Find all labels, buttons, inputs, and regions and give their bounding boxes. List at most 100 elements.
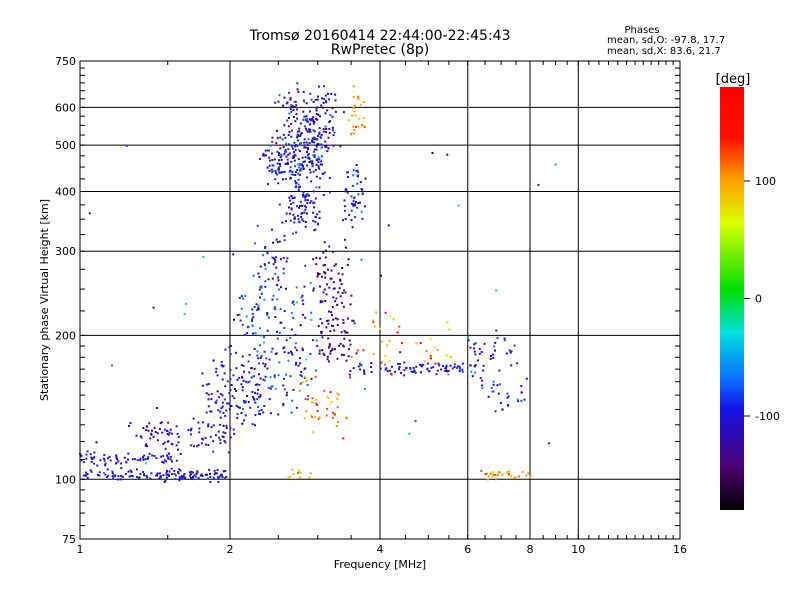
data-point bbox=[321, 163, 323, 166]
data-point bbox=[328, 286, 331, 289]
data-point bbox=[351, 184, 354, 187]
data-point bbox=[503, 337, 506, 340]
data-point bbox=[130, 471, 133, 473]
data-point bbox=[477, 359, 479, 362]
data-point bbox=[370, 362, 373, 365]
data-point bbox=[250, 367, 253, 370]
data-point bbox=[399, 363, 401, 366]
data-point bbox=[236, 314, 239, 317]
data-point bbox=[420, 364, 423, 367]
data-point bbox=[121, 475, 124, 478]
data-point bbox=[151, 429, 153, 432]
data-point bbox=[359, 181, 362, 184]
data-point bbox=[343, 205, 346, 208]
data-point bbox=[296, 133, 299, 136]
data-point bbox=[280, 154, 283, 157]
data-point bbox=[300, 132, 303, 135]
data-point bbox=[509, 351, 512, 354]
data-point bbox=[144, 458, 147, 461]
data-point bbox=[257, 308, 260, 311]
data-point bbox=[169, 455, 172, 458]
data-point bbox=[379, 361, 382, 364]
data-point bbox=[229, 378, 232, 381]
x-tick-label-1: 2 bbox=[227, 543, 234, 556]
data-point bbox=[346, 331, 349, 334]
data-point bbox=[508, 470, 511, 473]
chart-subtitle: RwPretec (8p) bbox=[331, 42, 429, 58]
data-point bbox=[355, 126, 357, 128]
data-point bbox=[268, 164, 271, 167]
data-point bbox=[298, 130, 301, 133]
data-point bbox=[319, 285, 321, 288]
data-point bbox=[446, 321, 449, 324]
data-point bbox=[276, 136, 279, 139]
data-point bbox=[318, 127, 321, 129]
data-point bbox=[337, 421, 339, 424]
data-point bbox=[513, 344, 516, 347]
data-point bbox=[343, 199, 346, 202]
data-point bbox=[318, 186, 321, 189]
data-point bbox=[228, 346, 231, 349]
data-point bbox=[346, 191, 349, 194]
data-point bbox=[316, 272, 319, 275]
data-point bbox=[414, 371, 417, 374]
data-point bbox=[217, 430, 220, 433]
data-point bbox=[319, 257, 321, 260]
data-point bbox=[316, 275, 319, 278]
data-point bbox=[326, 355, 329, 358]
data-point bbox=[474, 364, 477, 367]
data-point bbox=[326, 358, 329, 361]
data-point bbox=[398, 368, 400, 371]
data-point bbox=[523, 398, 526, 401]
data-point bbox=[257, 304, 260, 307]
data-point bbox=[278, 159, 281, 162]
data-point bbox=[320, 330, 323, 333]
data-point bbox=[280, 171, 283, 174]
data-point bbox=[327, 147, 330, 150]
data-point bbox=[491, 390, 494, 393]
data-point bbox=[279, 136, 282, 139]
data-point bbox=[324, 94, 327, 97]
data-point bbox=[309, 472, 312, 475]
data-point bbox=[327, 396, 330, 399]
data-point bbox=[257, 357, 260, 360]
data-point bbox=[235, 389, 238, 392]
x-tick-label-3: 6 bbox=[464, 543, 471, 556]
data-point bbox=[212, 359, 215, 362]
data-point bbox=[412, 366, 415, 369]
data-point bbox=[458, 370, 461, 373]
data-point bbox=[335, 297, 338, 300]
data-point bbox=[423, 360, 426, 363]
data-point bbox=[379, 367, 382, 370]
data-point bbox=[142, 471, 145, 473]
data-point bbox=[107, 474, 110, 477]
data-point bbox=[448, 328, 451, 331]
data-point bbox=[306, 384, 309, 386]
data-point bbox=[190, 473, 193, 476]
data-point bbox=[274, 387, 277, 390]
data-point bbox=[348, 373, 351, 376]
data-point bbox=[279, 321, 282, 324]
data-point bbox=[222, 431, 225, 434]
data-point bbox=[275, 266, 278, 269]
data-point bbox=[224, 348, 227, 351]
data-point bbox=[311, 165, 314, 168]
data-point bbox=[295, 349, 298, 352]
data-point bbox=[284, 136, 287, 139]
data-point bbox=[315, 145, 318, 148]
data-point bbox=[289, 350, 292, 353]
data-point bbox=[293, 156, 295, 159]
data-point bbox=[117, 478, 120, 481]
data-point bbox=[304, 375, 307, 378]
data-point bbox=[320, 146, 323, 149]
data-point bbox=[171, 460, 173, 463]
data-point bbox=[303, 144, 306, 147]
data-point bbox=[285, 150, 287, 153]
data-point bbox=[389, 314, 392, 317]
data-point bbox=[277, 166, 280, 169]
data-point bbox=[474, 342, 477, 345]
data-point bbox=[328, 127, 331, 130]
data-point bbox=[292, 116, 295, 118]
data-point bbox=[127, 458, 130, 461]
data-point bbox=[303, 125, 306, 128]
